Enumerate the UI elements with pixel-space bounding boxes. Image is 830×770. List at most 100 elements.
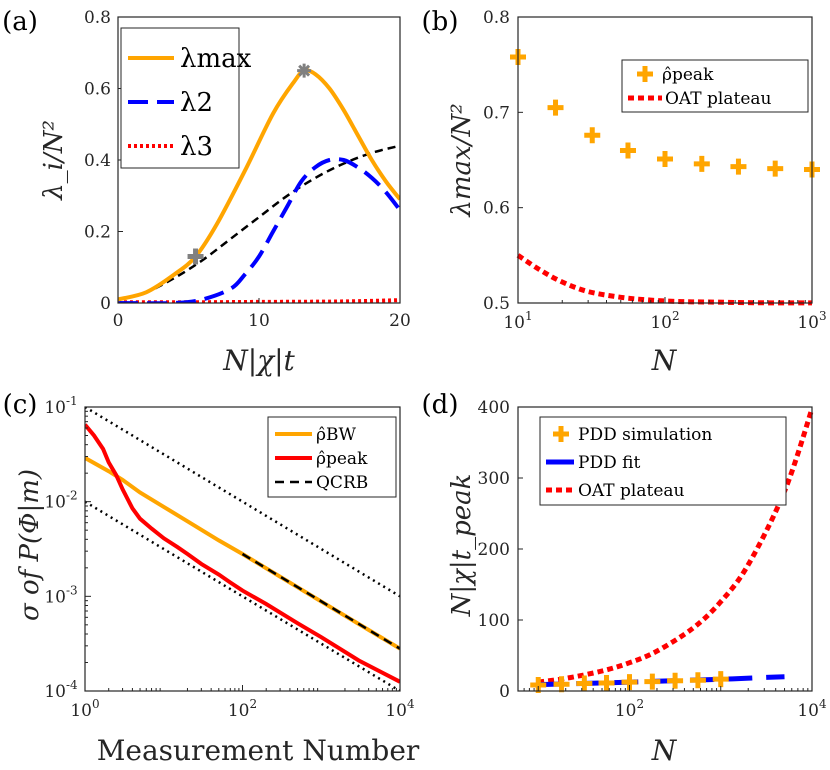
legend-entry: OAT plateau (665, 89, 772, 109)
x-tick-label-exponent: 2 (672, 309, 680, 323)
lambda2-curve (118, 157, 400, 303)
rho-peak-point (584, 127, 601, 144)
legend-box (621, 59, 809, 113)
x-tick-label-exponent: 0 (92, 697, 100, 711)
rho-peak-point (693, 155, 710, 172)
legend-box (539, 416, 787, 506)
legend-b: ρ̂peak OAT plateau (621, 59, 809, 113)
y-tick-label: 0.5 (483, 294, 510, 314)
oat-plateau-curve (537, 407, 815, 685)
x-tick-label-base: 10 (615, 701, 637, 721)
x-tick-label: 102 (615, 697, 644, 721)
oat-plateau-curve (516, 253, 813, 306)
x-tick-label-exponent: 4 (407, 697, 415, 711)
x-tick-label-exponent: 2 (250, 697, 258, 711)
star-marker (297, 63, 312, 78)
legend-entry: λ2 (180, 88, 213, 118)
legend-entry: QCRB (316, 473, 368, 493)
y-tick-label-exponent: -4 (66, 678, 78, 692)
x-axis-label: Measurement Number (97, 734, 420, 767)
plus-marker (187, 248, 204, 265)
y-tick-label-exponent: -3 (66, 583, 78, 597)
legend-entry: OAT plateau (578, 481, 685, 501)
x-tick-label: 102 (650, 309, 679, 333)
pdd-simulation-point (553, 676, 570, 693)
legend-marker (637, 66, 653, 82)
y-tick-label: 0 (100, 294, 111, 314)
y-tick-label: 10-2 (44, 489, 77, 513)
rho-peak-point (767, 160, 784, 177)
x-tick-label: 102 (228, 697, 257, 721)
rho-peak-point (730, 158, 747, 175)
y-tick-label: 400 (478, 398, 510, 418)
y-tick-label-base: 10 (44, 682, 66, 702)
y-axis-label: λ_i/N² (39, 120, 69, 201)
y-tick-label: 100 (478, 611, 510, 631)
x-tick-label: 0 (113, 311, 124, 331)
x-axis-label: N (651, 734, 678, 767)
pdd-simulation-point (667, 672, 684, 689)
pdd-simulation-point (689, 672, 706, 689)
x-tick-label-base: 10 (70, 701, 92, 721)
panel-b-label: (b) (422, 7, 459, 37)
panel-a: (a) 0 10 20 0 0.2 0.4 0.6 0.8 N|χ|t λ_i/N² λmax λ2 λ3 (2, 7, 411, 377)
y-tick-label-exponent: -2 (66, 489, 78, 503)
y-axis-label: λmax/N² (447, 103, 477, 217)
legend-entry: ρ̂peak (316, 449, 368, 469)
legend-a: λmax λ2 λ3 (120, 27, 252, 169)
y-tick-label: 10-3 (44, 583, 77, 607)
y-tick-label-base: 10 (44, 587, 66, 607)
legend-entry: PDD simulation (578, 425, 712, 445)
x-tick-label-exponent: 1 (525, 309, 533, 323)
x-tick-label-base: 10 (385, 701, 407, 721)
y-tick-label: 0.6 (84, 80, 111, 100)
x-tick-label: 103 (797, 309, 826, 333)
x-tick-label-base: 10 (228, 701, 250, 721)
plot-area-c (85, 407, 400, 691)
x-tick-label-base: 10 (797, 313, 819, 333)
x-tick-label: 20 (389, 311, 411, 331)
y-tick-label-exponent: -1 (66, 394, 78, 408)
pdd-simulation-point (576, 675, 593, 692)
x-tick-label: 104 (385, 697, 415, 721)
star-marker-arm (298, 64, 311, 77)
rho-peak-curve (85, 423, 400, 684)
x-tick-label: 10 (248, 311, 270, 331)
legend-marker (553, 426, 569, 442)
pdd-simulation-point (712, 671, 729, 688)
guide-upper-line (85, 407, 400, 598)
pdd-simulation-point (598, 675, 615, 692)
panel-d-label: (d) (422, 390, 459, 420)
x-tick-label: 100 (70, 697, 99, 721)
x-tick-label: 101 (503, 309, 532, 333)
legend-entry: ρ̂peak (662, 65, 714, 85)
y-tick-label: 300 (478, 469, 510, 489)
x-tick-label-base: 10 (503, 313, 525, 333)
legend-entry: PDD fit (578, 453, 640, 473)
legend-entry: λmax (180, 44, 252, 74)
x-axis-label: N|χ|t (222, 344, 295, 377)
panel-a-label: (a) (2, 7, 38, 37)
reference-curve (118, 144, 400, 301)
guide-lower-line (85, 500, 400, 691)
y-tick-label-base: 10 (44, 398, 66, 418)
x-tick-label-base: 10 (797, 701, 819, 721)
y-axis-label: σ of P(Φ|m) (15, 469, 45, 621)
y-tick-label: 10-1 (44, 394, 77, 418)
x-tick-label-exponent: 2 (636, 697, 644, 711)
y-tick-label: 0.8 (84, 8, 111, 28)
legend-entry: λ3 (180, 132, 213, 162)
legend-entry: ρ̂BW (316, 425, 356, 445)
y-axis-label: N|χ|t_peak (447, 474, 477, 618)
panel-b: (b)101 102 1030.50.60.70.8Nλmax/N²ρ̂peakOA… (422, 7, 827, 377)
x-tick-label: 104 (797, 697, 827, 721)
rho-peak-point (657, 151, 673, 168)
legend-d: PDD simulation PDD fit OAT plateau (539, 416, 787, 506)
x-axis-label: N (651, 344, 678, 377)
y-tick-label: 0.7 (483, 103, 510, 123)
y-tick-label: 10-4 (44, 678, 78, 702)
y-tick-label: 0.2 (84, 223, 111, 243)
panel-c: (c)100 102 10410-410-310-210-1Measurement … (3, 390, 420, 767)
